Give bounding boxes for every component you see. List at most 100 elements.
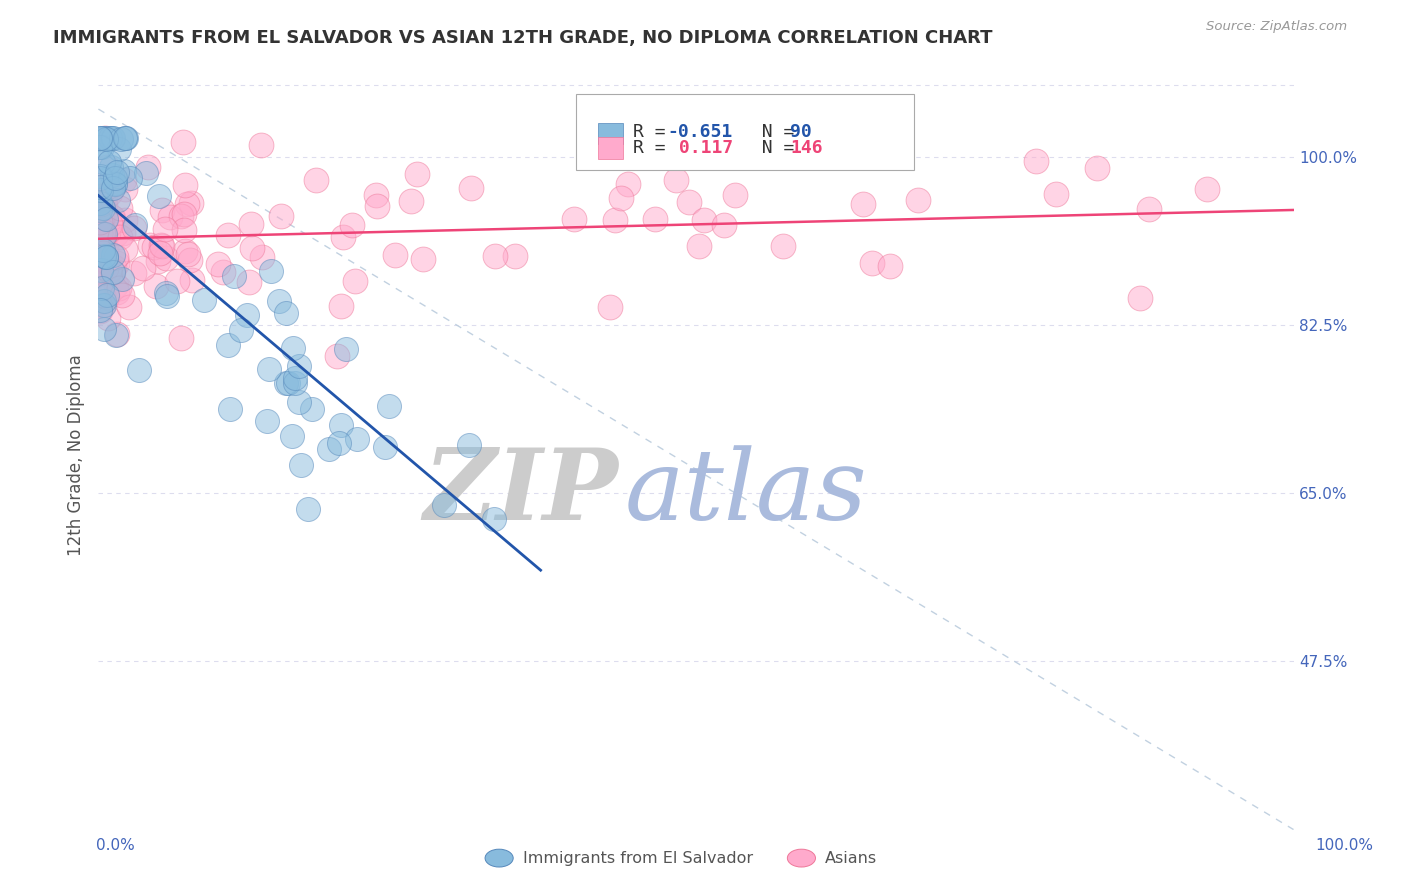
Point: [329, 300, 352, 314]
Point: [94, 132, 117, 146]
Point: [91, 227, 114, 241]
Point: [96, 290, 118, 304]
Point: [1045, 186, 1067, 201]
Point: [94, 250, 117, 264]
Point: [93, 201, 115, 215]
Point: [145, 279, 167, 293]
Point: [217, 227, 239, 242]
Point: [252, 250, 274, 264]
Point: [173, 207, 195, 221]
Point: [364, 188, 387, 202]
Point: [101, 210, 124, 224]
Point: [93, 131, 115, 145]
Point: [104, 176, 127, 190]
Point: [110, 288, 132, 302]
Point: [328, 436, 350, 450]
Point: [1195, 181, 1218, 195]
Point: [688, 239, 710, 253]
Text: R =: R =: [633, 139, 676, 157]
Point: [96, 260, 118, 275]
Point: [101, 169, 124, 183]
Point: [101, 131, 124, 145]
Point: [89, 226, 111, 240]
Point: [318, 442, 340, 457]
Point: [118, 301, 141, 315]
Point: [238, 275, 260, 289]
Text: IMMIGRANTS FROM EL SALVADOR VS ASIAN 12TH GRADE, NO DIPLOMA CORRELATION CHART: IMMIGRANTS FROM EL SALVADOR VS ASIAN 12T…: [53, 29, 993, 46]
Point: [297, 501, 319, 516]
Point: [287, 359, 309, 373]
Point: [374, 441, 396, 455]
Point: [114, 182, 136, 196]
Point: [122, 221, 145, 235]
Point: [284, 370, 307, 384]
Point: [103, 260, 125, 275]
Point: [101, 248, 124, 262]
Point: [132, 260, 155, 275]
Point: [107, 142, 129, 156]
Text: 0.117: 0.117: [668, 139, 733, 157]
Point: [304, 173, 326, 187]
Point: [599, 301, 621, 315]
Point: [644, 212, 666, 227]
Point: [98, 217, 121, 231]
Point: [617, 178, 640, 192]
Point: [97, 310, 120, 325]
Point: [91, 224, 114, 238]
Point: [174, 178, 197, 192]
Point: [108, 230, 131, 244]
Point: [610, 191, 633, 205]
Point: [148, 189, 170, 203]
Point: [280, 429, 302, 443]
Point: [118, 171, 141, 186]
Point: [484, 512, 506, 526]
Point: [224, 268, 246, 283]
Point: [90, 131, 112, 145]
Text: -0.651: -0.651: [668, 122, 733, 141]
Text: Immigrants from El Salvador: Immigrants from El Salvador: [523, 851, 754, 865]
Point: [90, 254, 112, 268]
Text: atlas: atlas: [624, 445, 868, 540]
Point: [93, 188, 115, 202]
Point: [155, 251, 177, 265]
Point: [94, 223, 117, 237]
Point: [678, 194, 700, 209]
Point: [852, 196, 875, 211]
Point: [90, 212, 112, 227]
Point: [149, 237, 172, 252]
Point: [89, 294, 111, 309]
Point: [124, 218, 146, 232]
Point: [256, 414, 278, 428]
Point: [90, 140, 112, 154]
Point: [91, 270, 114, 285]
Point: [146, 253, 169, 268]
Point: [287, 395, 309, 409]
Point: [335, 342, 357, 356]
Point: [879, 259, 901, 273]
Point: [1087, 161, 1109, 176]
Point: [458, 438, 481, 452]
Text: 100.0%: 100.0%: [1315, 838, 1374, 853]
Point: [105, 285, 128, 299]
Text: N =: N =: [740, 122, 804, 141]
Point: [94, 227, 117, 241]
Point: [399, 194, 422, 209]
Point: [384, 248, 406, 262]
Point: [150, 239, 173, 253]
Point: [240, 241, 263, 255]
Point: [301, 401, 323, 416]
Point: [90, 197, 112, 211]
Point: [104, 177, 127, 191]
Point: [260, 264, 283, 278]
Point: [114, 242, 136, 256]
Point: [91, 202, 114, 217]
Point: [90, 247, 112, 261]
Point: [340, 218, 363, 232]
Point: [143, 240, 166, 254]
Point: [276, 376, 298, 390]
Point: [176, 196, 198, 211]
Point: [257, 362, 280, 376]
Point: [326, 349, 349, 363]
Point: [174, 244, 197, 258]
Point: [90, 183, 112, 197]
